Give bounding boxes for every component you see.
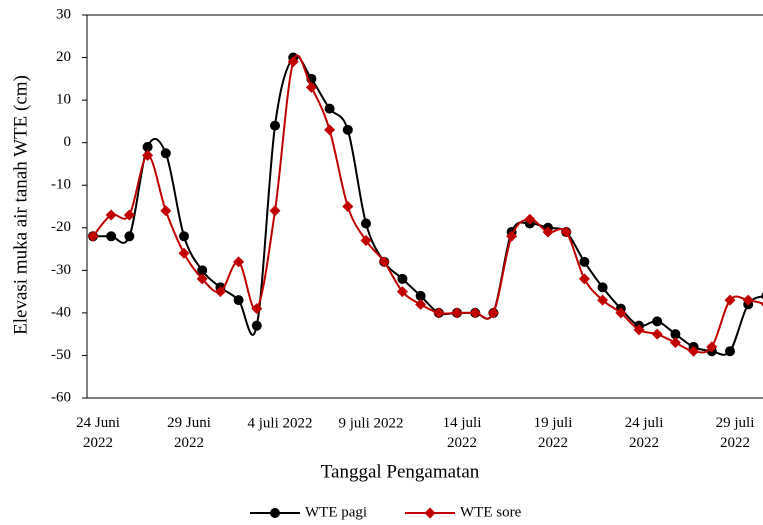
diamond-marker xyxy=(160,205,172,217)
diamond-marker xyxy=(688,345,700,357)
diamond-marker xyxy=(378,256,390,268)
x-tick-line: 2022 xyxy=(83,435,113,451)
diamond-marker xyxy=(396,286,408,298)
diamond-marker xyxy=(597,294,609,306)
x-tick-line: 2022 xyxy=(447,435,477,451)
diamond-marker xyxy=(524,213,536,225)
diamond-marker xyxy=(269,205,281,217)
y-tick-label: -60 xyxy=(51,389,71,405)
x-tick-line: 29 juli xyxy=(716,415,755,431)
diamond-marker xyxy=(706,341,718,353)
y-tick-label: 20 xyxy=(56,49,71,65)
circle-marker xyxy=(579,256,590,267)
diamond-marker xyxy=(487,307,499,319)
diamond-marker xyxy=(560,226,572,238)
y-tick-label: -40 xyxy=(51,304,71,320)
diamond-marker xyxy=(360,235,372,247)
x-tick-label: 4 juli 2022 xyxy=(247,415,312,431)
circle-marker xyxy=(415,290,426,301)
x-tick-line: 29 Juni xyxy=(167,415,211,431)
circle-marker xyxy=(270,508,280,518)
diamond-marker xyxy=(105,209,117,221)
circle-marker xyxy=(251,320,262,331)
circle-marker xyxy=(233,295,244,306)
x-tick-label: 9 juli 2022 xyxy=(338,415,403,431)
circle-marker xyxy=(652,316,663,327)
diamond-marker xyxy=(451,307,463,319)
x-tick-line: 19 juli xyxy=(534,415,573,431)
diamond-marker xyxy=(324,124,336,136)
x-axis-title: Tanggal Pengamatan xyxy=(321,461,480,482)
circle-marker xyxy=(106,231,117,242)
x-tick-line: 2022 xyxy=(720,435,750,451)
diamond-marker xyxy=(251,303,263,315)
x-tick-label: 24 Juni 2022 xyxy=(76,415,120,451)
x-tick-line: 2022 xyxy=(538,435,568,451)
diamond-marker xyxy=(305,81,317,93)
diamond-marker xyxy=(615,307,627,319)
diamond-marker xyxy=(415,298,427,310)
circle-marker xyxy=(124,231,135,242)
y-tick-label: -50 xyxy=(51,347,71,363)
circle-marker xyxy=(342,124,353,135)
series xyxy=(87,54,763,357)
diamond-marker xyxy=(760,302,763,307)
y-tick-label: -30 xyxy=(51,262,71,278)
circle-marker xyxy=(725,346,735,357)
circle-marker xyxy=(597,282,608,293)
circle-marker xyxy=(397,273,408,284)
x-tick-line: 24 juli xyxy=(625,415,664,431)
circle-marker xyxy=(160,148,171,159)
circle-marker xyxy=(270,120,280,131)
diamond-marker xyxy=(233,256,245,268)
x-tick-label: 14 juli 2022 xyxy=(443,415,482,451)
diamond-marker xyxy=(123,209,135,221)
y-tick-label: -10 xyxy=(51,177,71,193)
legend-label: WTE pagi xyxy=(305,504,367,520)
diamond-marker xyxy=(424,507,436,519)
y-axis-title: Elevasi muka air tanah WTE (cm) xyxy=(10,75,31,335)
series xyxy=(88,52,763,357)
x-tick-label: 29 juli 2022 xyxy=(716,415,755,451)
diamond-marker xyxy=(578,273,590,285)
diamond-marker xyxy=(214,286,226,298)
y-tick-label: 10 xyxy=(56,92,71,108)
x-tick-label: 24 juli 2022 xyxy=(625,415,664,451)
diamond-marker xyxy=(633,324,645,336)
diamond-marker xyxy=(469,307,481,319)
x-tick-line: 14 juli xyxy=(443,415,482,431)
x-tick-line: 2022 xyxy=(174,435,204,451)
series-line xyxy=(92,54,763,354)
x-tick-label: 29 Juni 2022 xyxy=(167,415,211,451)
circle-marker xyxy=(324,103,335,114)
y-tick-label: -20 xyxy=(51,219,71,235)
x-tick-line: 2022 xyxy=(629,435,659,451)
diamond-marker xyxy=(742,294,754,306)
circle-marker xyxy=(670,329,681,340)
circle-marker xyxy=(361,218,371,229)
diamond-marker xyxy=(542,226,554,238)
diamond-marker xyxy=(433,307,445,319)
legend-label: WTE sore xyxy=(460,504,522,520)
diamond-marker xyxy=(342,201,354,212)
diamond-marker xyxy=(724,294,736,306)
y-tick-label: 30 xyxy=(56,6,71,22)
diamond-marker xyxy=(287,56,299,68)
y-tick-label: 0 xyxy=(64,134,72,150)
diamond-marker xyxy=(142,149,154,161)
circle-marker xyxy=(179,231,189,242)
circle-marker xyxy=(142,141,153,152)
x-tick-line: 24 Juni xyxy=(76,415,120,431)
diamond-marker xyxy=(669,337,681,349)
circle-marker xyxy=(197,265,208,276)
diamond-marker xyxy=(87,230,99,242)
series-line xyxy=(92,54,763,356)
diamond-marker xyxy=(178,247,190,259)
x-tick-label: 19 juli 2022 xyxy=(534,415,573,451)
diamond-marker xyxy=(651,328,663,340)
diamond-marker xyxy=(506,230,518,242)
diamond-marker xyxy=(196,273,208,285)
